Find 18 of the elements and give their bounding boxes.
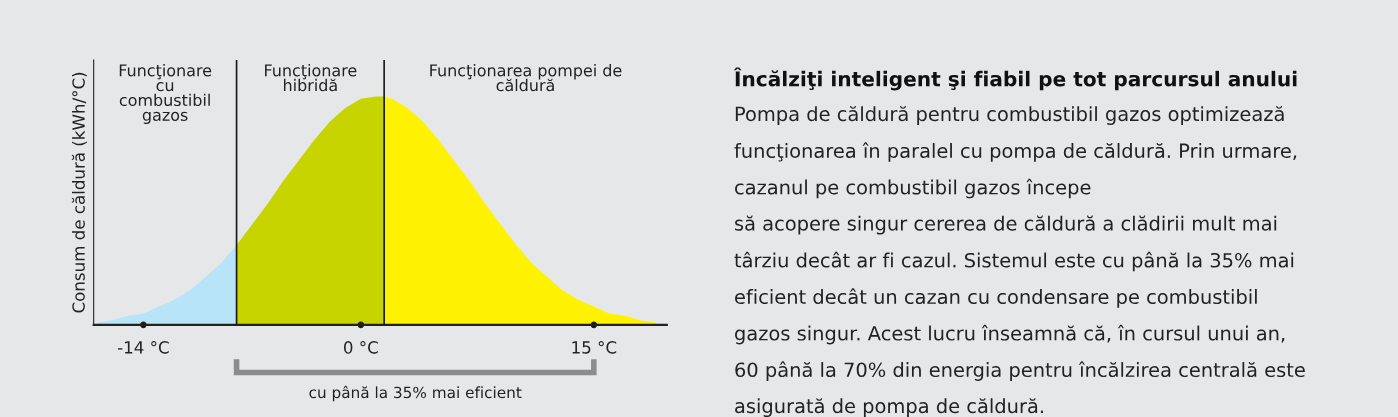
text: Funcţionare hibridă	[265, 64, 357, 92]
x-tick-label: -14 °C	[117, 341, 169, 354]
x-tick-label: 15 °C	[572, 341, 617, 354]
text: Pompa de căldură pentru combustibil gazos optimizează	[735, 106, 1284, 125]
text: să acopere singur cererea de căldură a clădirii mult mai	[735, 215, 1277, 235]
text: cazanul pe combustibil gazos începe	[735, 178, 1091, 199]
x-tick-label: 0 °C	[344, 341, 378, 354]
text: cu până la 35% mai eficient	[309, 385, 522, 402]
y-axis-title: Consum de căldură (kWh/°C)	[71, 72, 87, 313]
text: 60 până la 70% din energia pentru încălzirea centrală este	[735, 361, 1305, 381]
text: funcţionarea în paralel cu pompa de căldură. Prin urmare,	[734, 142, 1297, 162]
text: gazos singur. Acest lucru înseamnă că, în cursul unui an,	[735, 324, 1285, 345]
annotation: Funcţionare cu combustibil gazos	[119, 64, 212, 125]
text: Funcţionarea pompei de căldură	[430, 64, 622, 92]
text: asigurată de pompa de căldură.	[735, 398, 1043, 417]
text: târziu decât ar fi cazul. Sistemul este cu până la 35% mai	[734, 251, 1294, 272]
text: eficient decât un cazan cu condensare pe combustibil	[735, 288, 1257, 308]
text: Încălziţi inteligent şi fiabil pe tot parcursul anului	[733, 67, 1297, 91]
